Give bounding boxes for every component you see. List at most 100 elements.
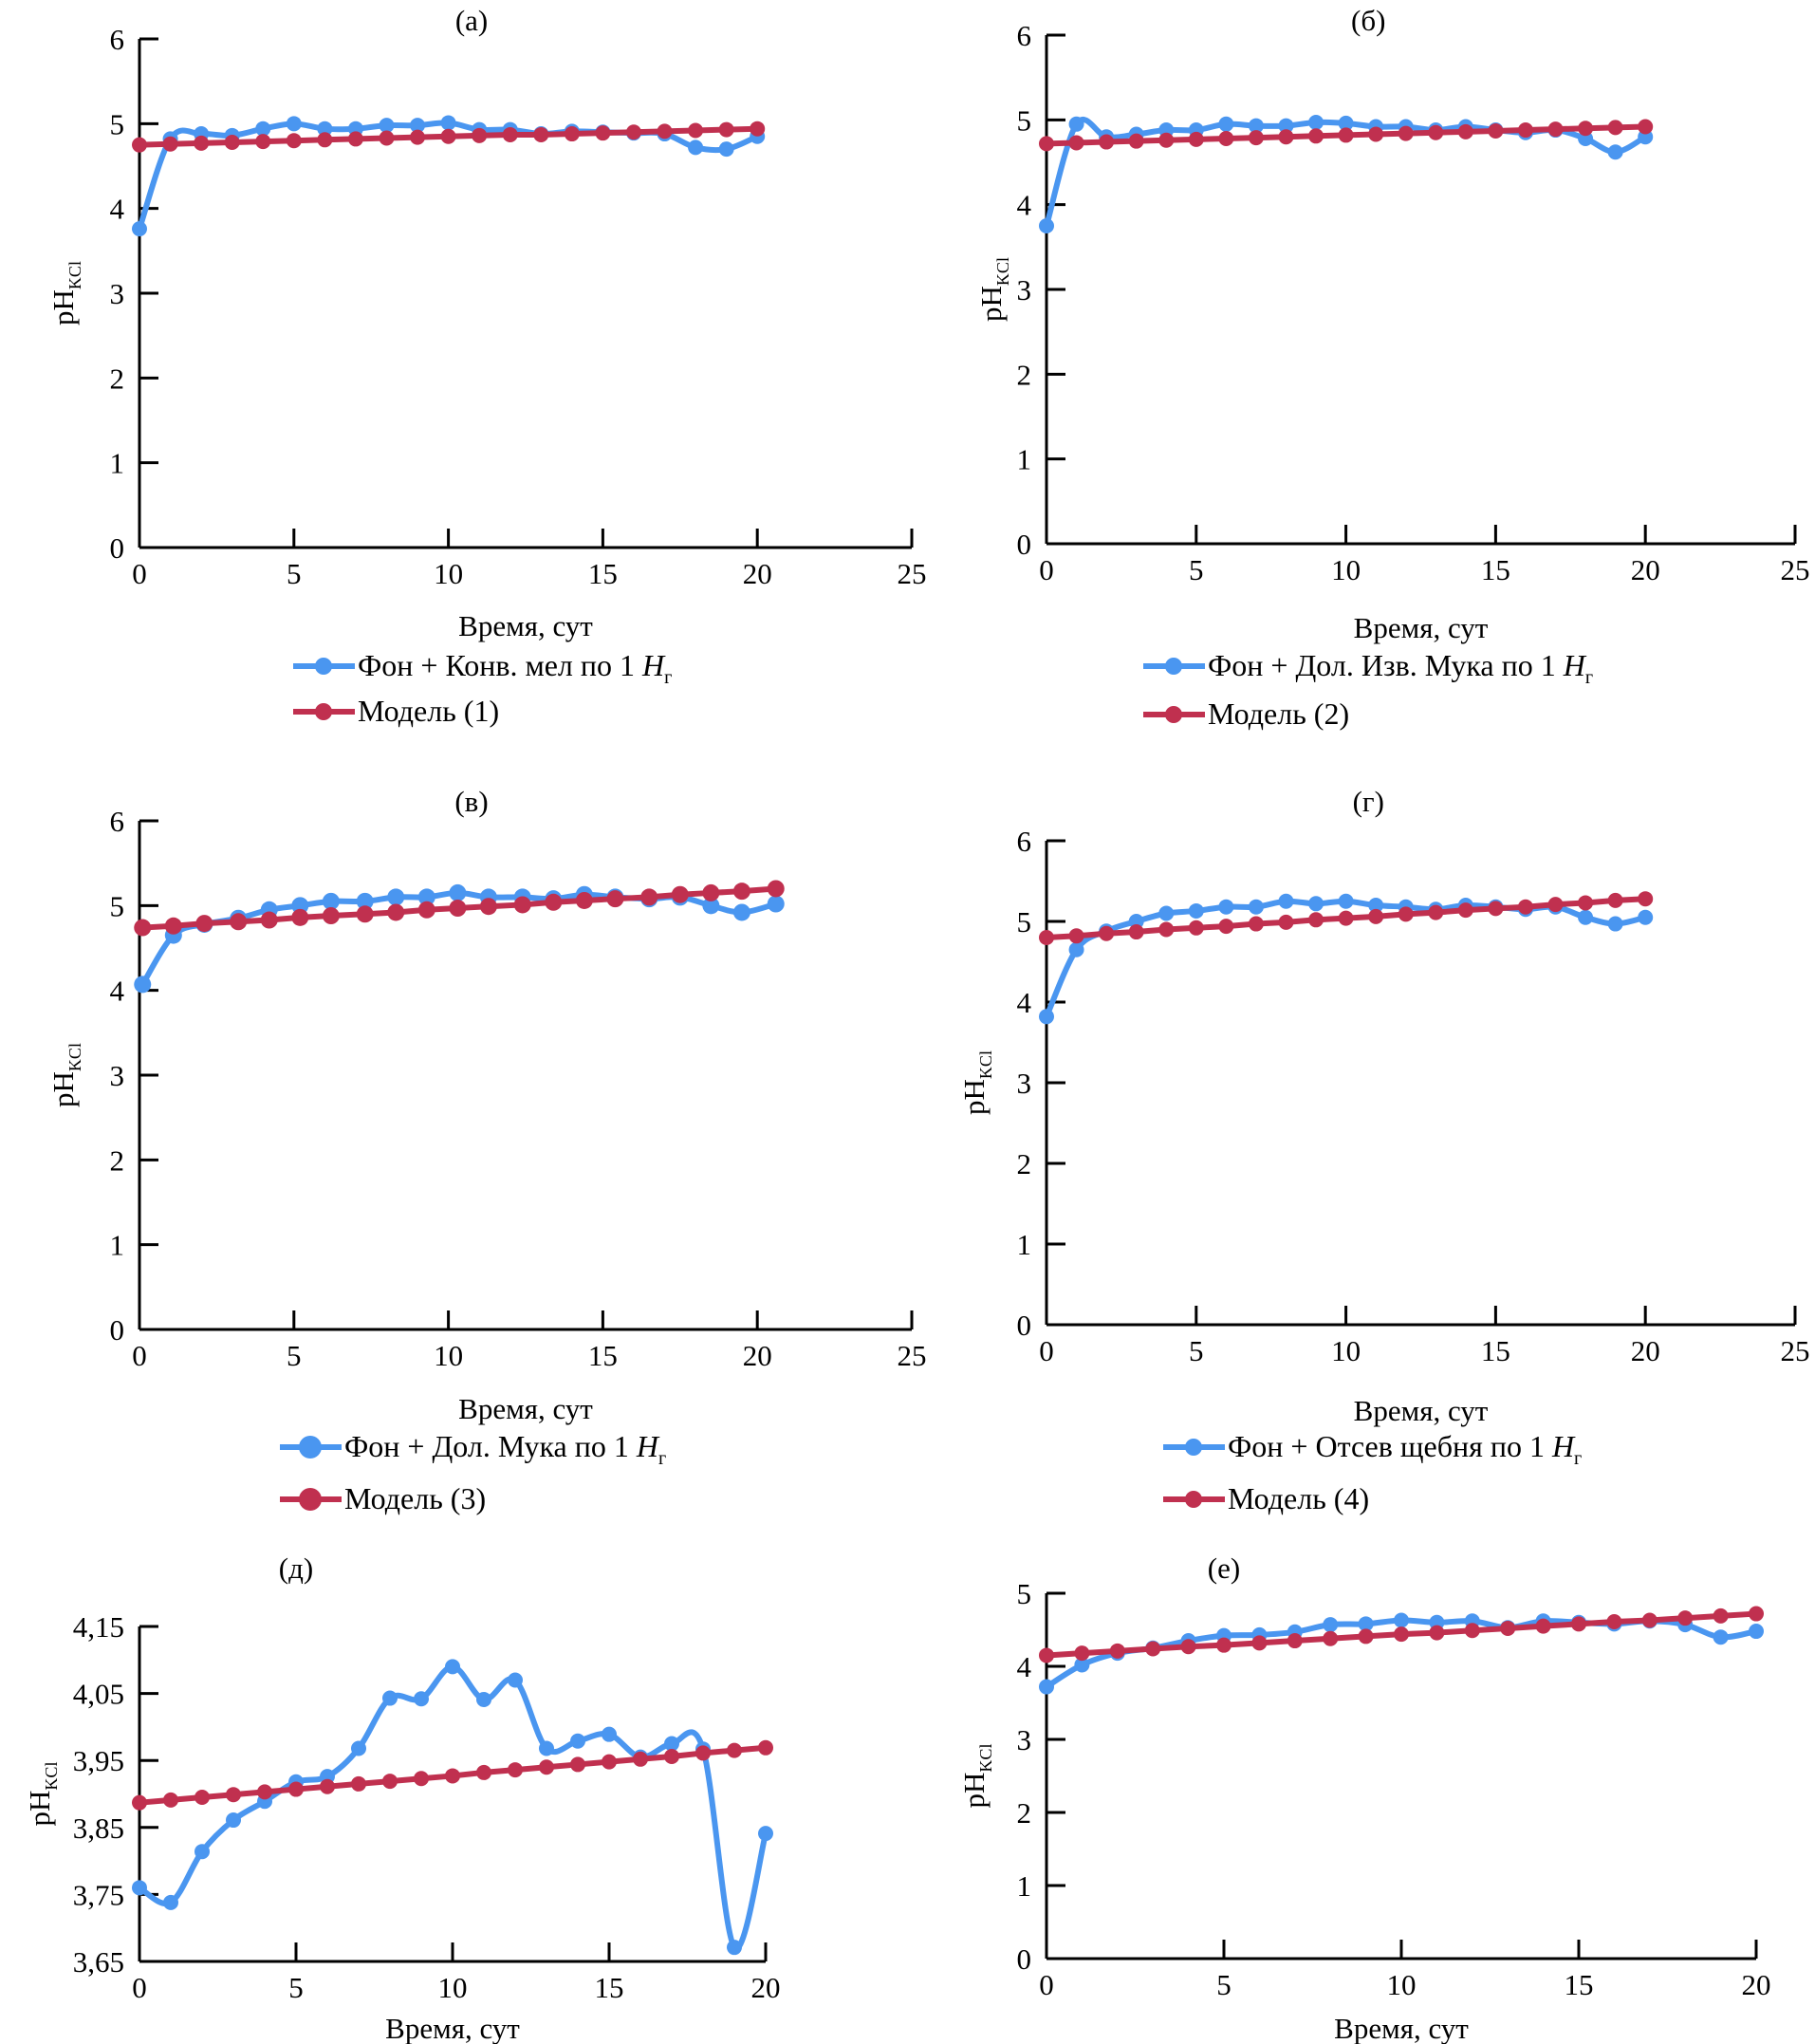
data-point-experiment — [664, 1736, 679, 1752]
data-point-model — [595, 125, 611, 141]
data-point-model — [1358, 1628, 1374, 1644]
chart-title: (е) — [1208, 1552, 1240, 1585]
x-tick-label: 20 — [1631, 553, 1660, 586]
data-point-model — [1039, 136, 1054, 152]
data-point-experiment — [1358, 1616, 1374, 1632]
data-point-experiment — [356, 892, 374, 910]
data-point-model — [1457, 902, 1473, 919]
y-tick-label: 3 — [1017, 273, 1032, 307]
data-point-model — [387, 903, 405, 921]
legend-marker-experiment — [315, 658, 332, 675]
y-tick-label: 0 — [1017, 528, 1032, 561]
y-tick-label: 3,65 — [73, 1945, 124, 1979]
x-tick-label: 0 — [132, 1971, 147, 2004]
y-tick-label: 6 — [1017, 825, 1032, 858]
data-point-model — [1607, 120, 1623, 136]
data-point-experiment — [194, 1844, 210, 1860]
chart-title: (б) — [1351, 4, 1385, 37]
data-point-model — [317, 132, 333, 148]
x-tick-label: 20 — [1631, 1334, 1660, 1367]
chart-title: (д) — [279, 1552, 313, 1585]
data-point-model — [671, 885, 689, 903]
legend-marker-experiment — [1165, 658, 1182, 675]
y-tick-label: 6 — [1017, 19, 1032, 52]
y-tick-label: 2 — [110, 362, 125, 395]
data-point-model — [224, 134, 240, 150]
legend-text: Фон + Дол. Изв. Мука по 1 — [1208, 648, 1564, 682]
y-tick-label: 4 — [1017, 189, 1032, 222]
data-point-experiment — [317, 121, 333, 137]
data-point-model — [1287, 1633, 1303, 1649]
data-point-model — [508, 1762, 523, 1778]
y-tick-label: 1 — [110, 447, 125, 480]
x-axis-label: Время, сут — [458, 1392, 593, 1425]
data-point-model — [1128, 924, 1144, 940]
data-point-experiment — [387, 888, 405, 906]
data-point-experiment — [702, 897, 720, 915]
data-point-model — [1068, 135, 1084, 151]
data-point-experiment — [1394, 1612, 1409, 1628]
data-point-model — [1308, 128, 1324, 144]
data-point-model — [545, 893, 563, 911]
data-point-model — [1278, 129, 1294, 145]
data-point-experiment — [410, 118, 426, 134]
y-tick-label: 1 — [1017, 1228, 1032, 1261]
x-tick-label: 0 — [1039, 553, 1054, 586]
data-point-model — [479, 898, 497, 916]
legend-text: Модель (4) — [1228, 1481, 1369, 1515]
y-tick-label: 4,15 — [73, 1610, 124, 1644]
data-point-model — [1128, 133, 1144, 149]
data-point-model — [1068, 928, 1084, 944]
data-point-experiment — [445, 1659, 460, 1675]
y-axis-label: pHKCl — [46, 261, 84, 325]
data-point-model — [727, 1742, 742, 1758]
data-point-experiment — [1039, 1679, 1054, 1695]
data-point-model — [1713, 1607, 1729, 1624]
x-tick-label: 0 — [132, 1339, 147, 1372]
data-point-model — [449, 900, 467, 918]
x-tick-label: 15 — [1481, 1334, 1510, 1367]
y-axis-label: pHKCl — [46, 1043, 84, 1107]
data-point-model — [1578, 895, 1594, 911]
data-point-model — [132, 1794, 147, 1811]
series-line-experiment — [138, 1663, 769, 1952]
data-point-model — [194, 135, 210, 151]
y-tick-label: 0 — [1017, 1309, 1032, 1342]
data-point-model — [767, 880, 785, 898]
data-point-model — [1216, 1637, 1232, 1653]
legend-text: Модель (1) — [358, 694, 499, 728]
data-point-model — [1099, 134, 1115, 150]
data-point-model — [1488, 901, 1504, 917]
y-tick-label: 3,95 — [73, 1744, 124, 1777]
legend-label-experiment: Фон + Дол. Мука по 1 Hг — [344, 1429, 666, 1469]
y-tick-label: 3 — [110, 1059, 125, 1092]
data-point-model — [1218, 919, 1234, 935]
data-point-model — [1278, 914, 1294, 930]
data-point-model — [1338, 127, 1354, 143]
data-point-model — [1099, 925, 1115, 941]
y-tick-label: 3,75 — [73, 1878, 124, 1911]
x-tick-label: 20 — [751, 1971, 781, 2004]
y-tick-label: 3 — [110, 277, 125, 310]
legend-label-experiment: Фон + Отсев щебня по 1 Hг — [1228, 1429, 1582, 1469]
legend-label-experiment: Фон + Дол. Изв. Мука по 1 Hг — [1208, 648, 1593, 688]
data-point-model — [1517, 122, 1533, 139]
data-point-experiment — [727, 1940, 742, 1956]
data-point-experiment — [1188, 902, 1204, 919]
data-point-experiment — [476, 1691, 491, 1707]
data-point-experiment — [440, 115, 456, 131]
data-point-model — [633, 1751, 648, 1767]
y-tick-label: 2 — [1017, 358, 1032, 391]
data-point-experiment — [1068, 116, 1084, 132]
data-point-model — [440, 128, 456, 144]
data-point-experiment — [1158, 905, 1175, 921]
data-point-model — [1638, 119, 1654, 135]
data-point-model — [1749, 1606, 1764, 1622]
y-tick-label: 3 — [1017, 1723, 1032, 1756]
legend-text-italic: H — [636, 1429, 660, 1463]
chart-title: (в) — [454, 785, 488, 818]
chart-title: (г) — [1353, 785, 1384, 818]
data-point-model — [1323, 1630, 1339, 1646]
data-point-model — [195, 915, 213, 933]
data-point-model — [1145, 1641, 1161, 1657]
